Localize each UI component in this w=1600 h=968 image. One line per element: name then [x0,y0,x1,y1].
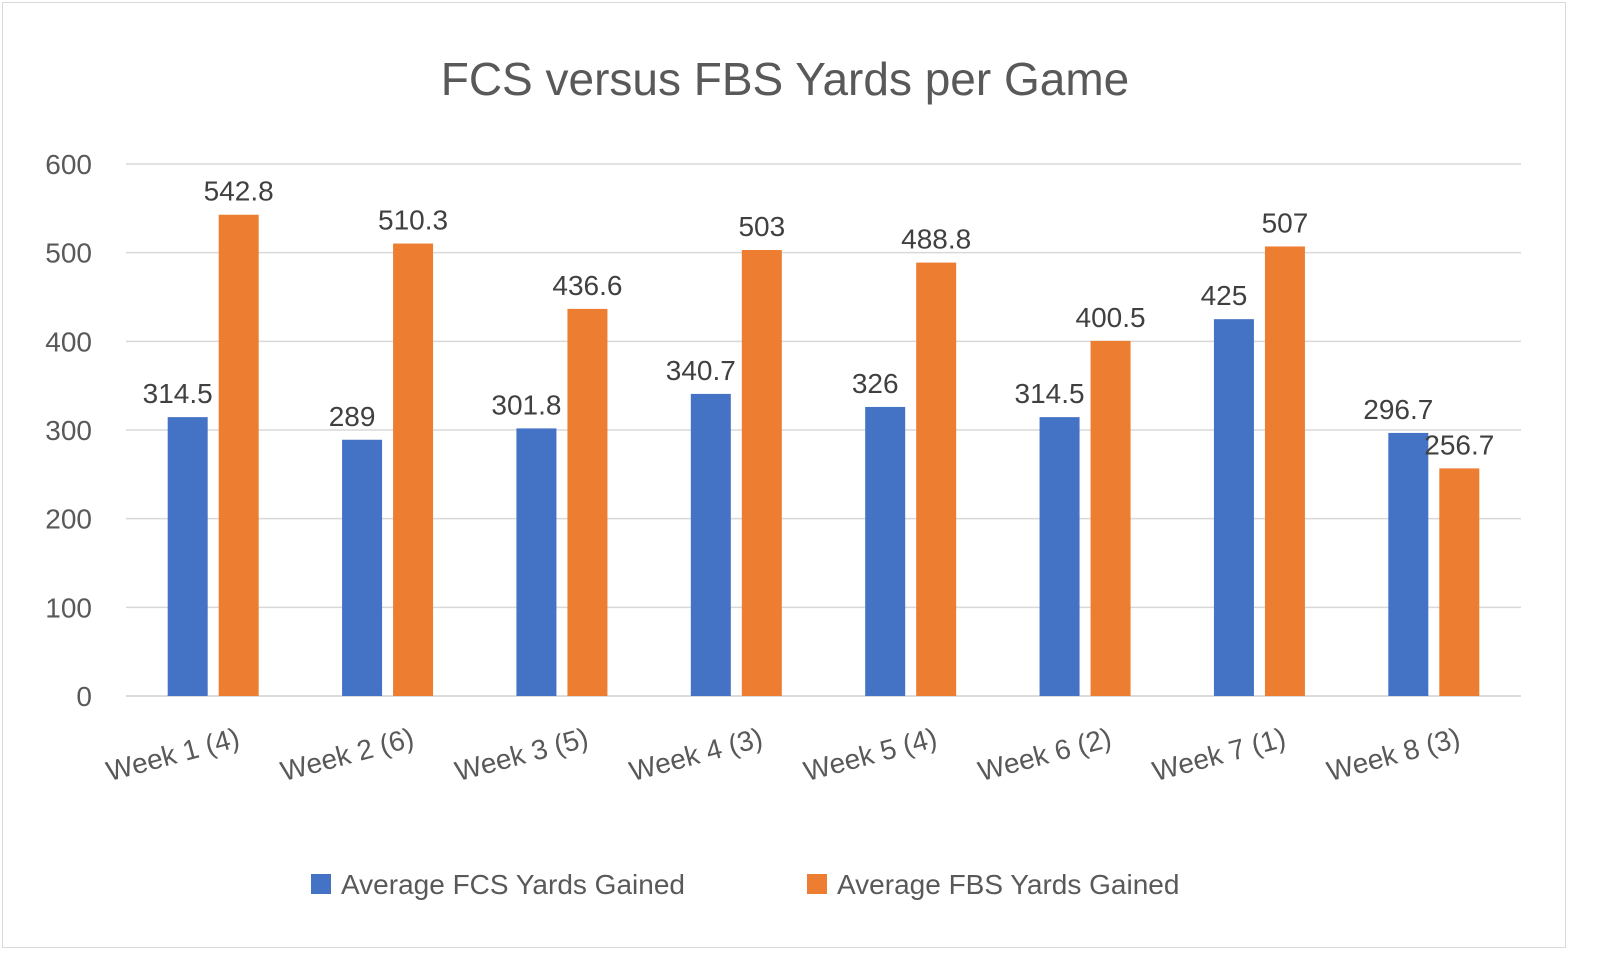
data-label: 314.5 [143,378,213,409]
bar-fcs [1388,432,1429,696]
bar-fbs [1090,340,1131,696]
legend-swatch [311,874,331,894]
y-tick-label: 200 [45,504,92,535]
x-tick-label: Week 3 (5) [452,722,592,787]
data-label: 503 [738,211,785,242]
x-tick-label: Week 2 (6) [277,722,417,787]
data-label: 510.3 [378,205,448,236]
data-label: 256.7 [1424,429,1494,460]
data-label: 542.8 [204,176,274,207]
data-label: 425 [1201,280,1248,311]
bar-fbs [567,308,608,696]
legend: Average FCS Yards Gained Average FBS Yard… [311,869,1179,900]
data-label: 488.8 [901,224,971,255]
data-label: 436.6 [552,270,622,301]
y-tick-label: 400 [45,326,92,357]
data-label: 296.7 [1363,394,1433,425]
legend-swatch [807,874,827,894]
bar-fcs [516,428,557,696]
bar-fcs [1039,417,1080,696]
legend-label: Average FBS Yards Gained [837,869,1179,900]
bar-fbs [1439,468,1480,696]
bar-fcs [1213,319,1254,696]
y-axis: 0 100 200 300 400 500 600 [45,149,92,712]
bar-fcs [167,417,208,696]
bar-fcs [865,406,906,696]
data-label: 289 [329,401,376,432]
bar-fcs [690,393,731,696]
x-tick-label: Week 8 (3) [1324,722,1464,787]
bars [167,214,1480,697]
y-tick-label: 100 [45,592,92,623]
data-label: 340.7 [666,355,736,386]
chart-frame: FCS versus FBS Yards per Game 0 100 200 300… [2,2,1566,948]
x-tick-label: Week 4 (3) [626,722,766,787]
x-tick-label: Week 5 (4) [800,722,940,787]
legend-label: Average FCS Yards Gained [341,869,685,900]
x-tick-label: Week 1 (4) [103,722,243,787]
y-tick-label: 500 [45,238,92,269]
chart-title: FCS versus FBS Yards per Game [441,53,1130,105]
y-tick-label: 300 [45,415,92,446]
data-label: 507 [1262,207,1309,238]
bar-fbs [218,214,259,696]
bar-fbs [741,250,782,697]
y-tick-label: 600 [45,149,92,180]
data-label: 314.5 [1015,378,1085,409]
data-labels: 314.5 542.8 289 510.3 301.8 436.6 340.7 503 326 4… [143,176,1495,461]
data-label: 326 [852,368,899,399]
x-axis: Week 1 (4) Week 2 (6) Week 3 (5) Week 4 (3)… [103,722,1463,787]
bar-fbs [393,243,434,696]
x-tick-label: Week 6 (2) [975,722,1115,787]
bar-chart: FCS versus FBS Yards per Game 0 100 200 300… [45,53,1521,900]
data-label: 400.5 [1076,302,1146,333]
bar-fbs [916,262,957,696]
y-tick-label: 0 [76,681,92,712]
data-label: 301.8 [491,389,561,420]
x-tick-label: Week 7 (1) [1149,722,1289,787]
bar-fbs [1264,246,1305,696]
bar-fcs [342,439,383,696]
